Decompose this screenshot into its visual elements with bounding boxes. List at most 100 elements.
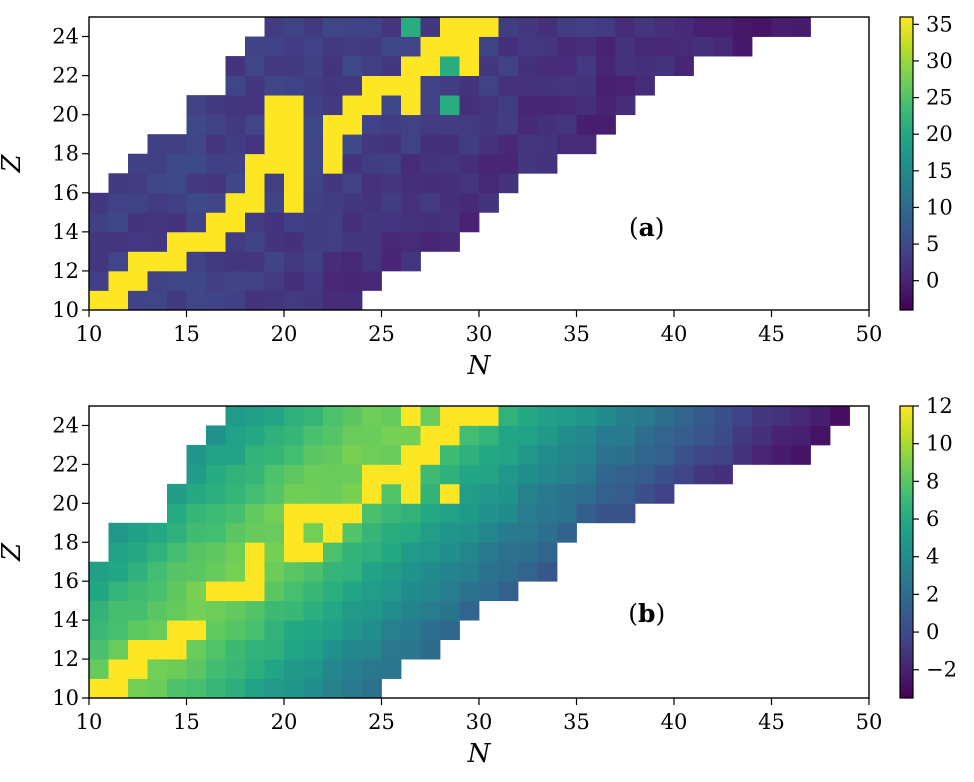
heatmap-cell: [479, 75, 499, 96]
heatmap-cell: [323, 56, 343, 76]
heatmap-cell: [362, 95, 382, 116]
heatmap-cell: [264, 114, 285, 135]
heatmap-cell: [498, 95, 519, 116]
heatmap-cell: [459, 36, 480, 57]
heatmap-cell: [245, 406, 265, 426]
heatmap-cell: [342, 659, 363, 679]
heatmap-cell: [381, 134, 402, 155]
heatmap-cell: [167, 134, 187, 155]
heatmap-cell: [830, 406, 850, 426]
heatmap-cell: [147, 639, 168, 660]
heatmap-cell: [303, 503, 324, 524]
heatmap-cell: [108, 600, 129, 621]
heatmap-cell: [323, 270, 343, 291]
heatmap-cell: [576, 134, 597, 155]
heatmap-cell: [791, 17, 811, 37]
heatmap-cell: [674, 444, 694, 465]
y-tick-label: 12: [52, 259, 79, 283]
heatmap-cell: [752, 406, 772, 426]
heatmap-cell: [323, 290, 343, 311]
x-tick-label: 30: [466, 322, 493, 346]
heatmap-cell: [362, 425, 382, 446]
heatmap-cell: [362, 678, 382, 699]
heatmap-cell: [303, 425, 324, 446]
heatmap-cell: [206, 251, 226, 272]
colorbar-tick-label: 0: [926, 269, 939, 293]
heatmap-cell: [167, 270, 187, 291]
heatmap-cell: [108, 542, 129, 563]
heatmap-cell: [206, 503, 226, 524]
heatmap-cell: [576, 95, 597, 116]
heatmap-cell: [167, 600, 187, 621]
heatmap-cell: [245, 620, 265, 640]
colorbar-tick-label: 0: [926, 620, 939, 644]
heatmap-cell: [498, 483, 519, 504]
heatmap-cell: [264, 503, 285, 524]
heatmap-cell: [557, 17, 577, 37]
heatmap-cell: [284, 483, 304, 504]
heatmap-cell: [479, 522, 499, 543]
heatmap-cell: [323, 600, 343, 621]
heatmap-cell: [206, 212, 226, 233]
heatmap-cell: [245, 678, 265, 699]
heatmap-cell: [401, 483, 421, 504]
heatmap-cell: [615, 36, 636, 57]
heatmap-cell: [264, 134, 285, 155]
heatmap-cell: [362, 114, 382, 135]
heatmap-cell: [420, 464, 441, 485]
heatmap-cell: [147, 581, 168, 602]
heatmap-cell: [401, 192, 421, 213]
heatmap-cell: [89, 561, 109, 582]
heatmap-cell: [284, 464, 304, 485]
heatmap-cell: [771, 17, 792, 37]
heatmap-cell: [420, 134, 441, 155]
heatmap-cell: [596, 36, 616, 57]
heatmap-cell: [752, 444, 772, 465]
heatmap-cell: [147, 231, 168, 252]
heatmap-cell: [459, 406, 480, 426]
heatmap-cell: [225, 425, 246, 446]
heatmap-cell: [89, 678, 109, 699]
heatmap-cell: [362, 212, 382, 233]
colorbar-tick-label: 25: [926, 86, 953, 110]
heatmap-cell: [342, 425, 363, 446]
heatmap-cell: [381, 36, 402, 57]
heatmap-cell: [537, 56, 558, 76]
heatmap-cell: [264, 425, 285, 446]
heatmap-cell: [284, 620, 304, 640]
heatmap-cell: [381, 639, 402, 660]
heatmap-cell: [557, 134, 577, 155]
heatmap-cell: [225, 56, 246, 76]
heatmap-cell: [440, 231, 460, 252]
heatmap-cell: [401, 95, 421, 116]
colorbar-tick-label: 10: [926, 195, 953, 219]
heatmap-cell: [186, 542, 207, 563]
heatmap-cell: [576, 483, 597, 504]
colorbar-tick-label: 4: [926, 545, 939, 569]
heatmap-cell: [537, 464, 558, 485]
heatmap-cell: [596, 75, 616, 96]
heatmap-cell: [459, 17, 480, 37]
heatmap-cell: [323, 406, 343, 426]
heatmap-cell: [420, 36, 441, 57]
heatmap-cell: [303, 406, 324, 426]
heatmap-cell: [284, 251, 304, 272]
heatmap-cell: [459, 212, 480, 233]
heatmap-cell: [225, 483, 246, 504]
heatmap-cell: [693, 444, 714, 465]
heatmap-cell: [303, 270, 324, 291]
heatmap-cell: [342, 56, 363, 76]
heatmap-cell: [596, 483, 616, 504]
heatmap-cell: [264, 522, 285, 543]
heatmap-cell: [264, 251, 285, 272]
heatmap-cell: [128, 639, 148, 660]
heatmap-cell: [284, 270, 304, 291]
heatmap-cell: [576, 17, 597, 37]
heatmap-cell: [459, 483, 480, 504]
heatmap-cell: [459, 464, 480, 485]
heatmap-cell: [401, 581, 421, 602]
heatmap-cell: [206, 173, 226, 194]
heatmap-cell: [167, 251, 187, 272]
heatmap-cell: [284, 17, 304, 37]
heatmap-cell: [128, 153, 148, 174]
